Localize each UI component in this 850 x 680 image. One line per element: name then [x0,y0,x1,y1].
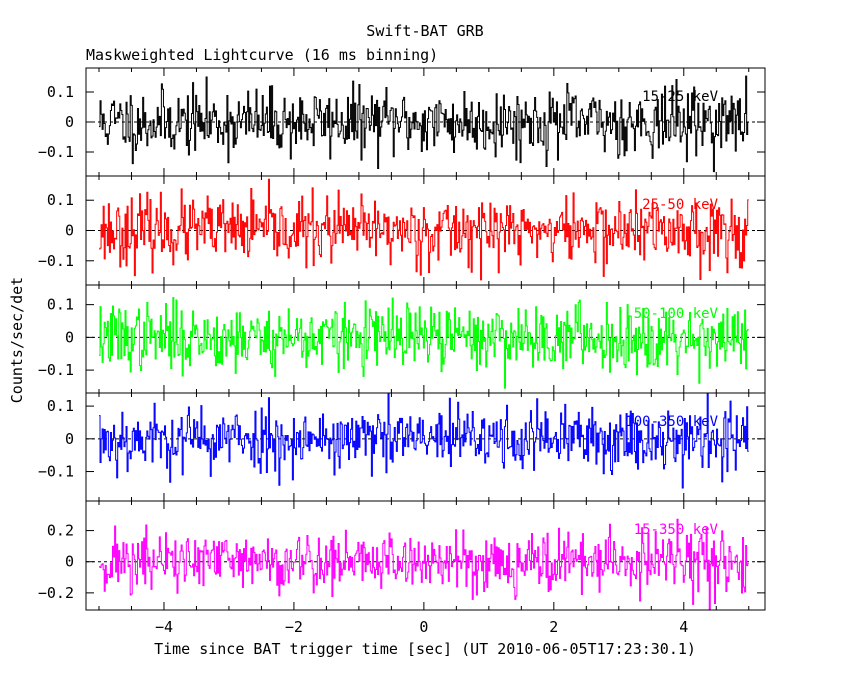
panels-group: 0.1 0 −0.1 15-25 keV 0.1 0 −0.1 25-50 keV 0.1 0 −0… [38,67,766,636]
x-tick-label: 0 [419,618,428,636]
y-tick-label: 0 [65,430,74,448]
lightcurve-trace [99,393,749,489]
y-tick-label: 0.1 [47,397,74,415]
lightcurve-trace [99,178,749,281]
y-tick-label: 0 [65,113,74,131]
lightcurve-trace [99,518,749,610]
chart-title: Swift-BAT GRB [366,22,483,40]
panel-5: 0.2 0 −0.2 15-350 keV [38,500,766,611]
panel-3: 0.1 0 −0.1 50-100 keV [38,284,766,394]
y-tick-label: −0.1 [38,143,74,161]
chart-subtitle: Maskweighted Lightcurve (16 ms binning) [86,46,438,64]
x-axis-label: Time since BAT trigger time [sec] (UT 20… [154,640,696,658]
band-label: 50-100 keV [634,306,719,322]
panel-2: 0.1 0 −0.1 25-50 keV [38,175,766,286]
panel-1: 0.1 0 −0.1 15-25 keV [38,67,766,177]
x-tick-label: 2 [549,618,558,636]
y-tick-label: 0 [65,553,74,571]
y-tick-label: 0.1 [47,83,74,101]
x-tick-label: −2 [285,618,303,636]
y-tick-label: 0 [65,222,74,240]
lightcurve-trace [99,75,749,173]
y-tick-label: −0.1 [38,463,74,481]
y-tick-label: 0 [65,328,74,346]
y-tick-label: −0.1 [38,361,74,379]
y-tick-label: −0.2 [38,584,74,602]
x-tick-label: −4 [155,618,173,636]
panel-4: 0.1 0 −0.1 100-350 keV [38,392,766,502]
panel-frame [85,500,766,611]
y-tick-label: 0.1 [47,296,74,314]
y-tick-label: 0.2 [47,522,74,540]
band-label: 15-350 keV [634,522,719,538]
y-axis-label: Counts/sec/det [8,277,26,403]
x-tick-label: 4 [679,618,688,636]
band-label: 100-350 keV [625,414,718,430]
y-tick-label: 0.1 [47,191,74,209]
band-label: 25-50 keV [642,197,718,213]
y-tick-label: −0.1 [38,252,74,270]
band-label: 15-25 keV [642,89,718,105]
lightcurve-trace [99,297,749,389]
